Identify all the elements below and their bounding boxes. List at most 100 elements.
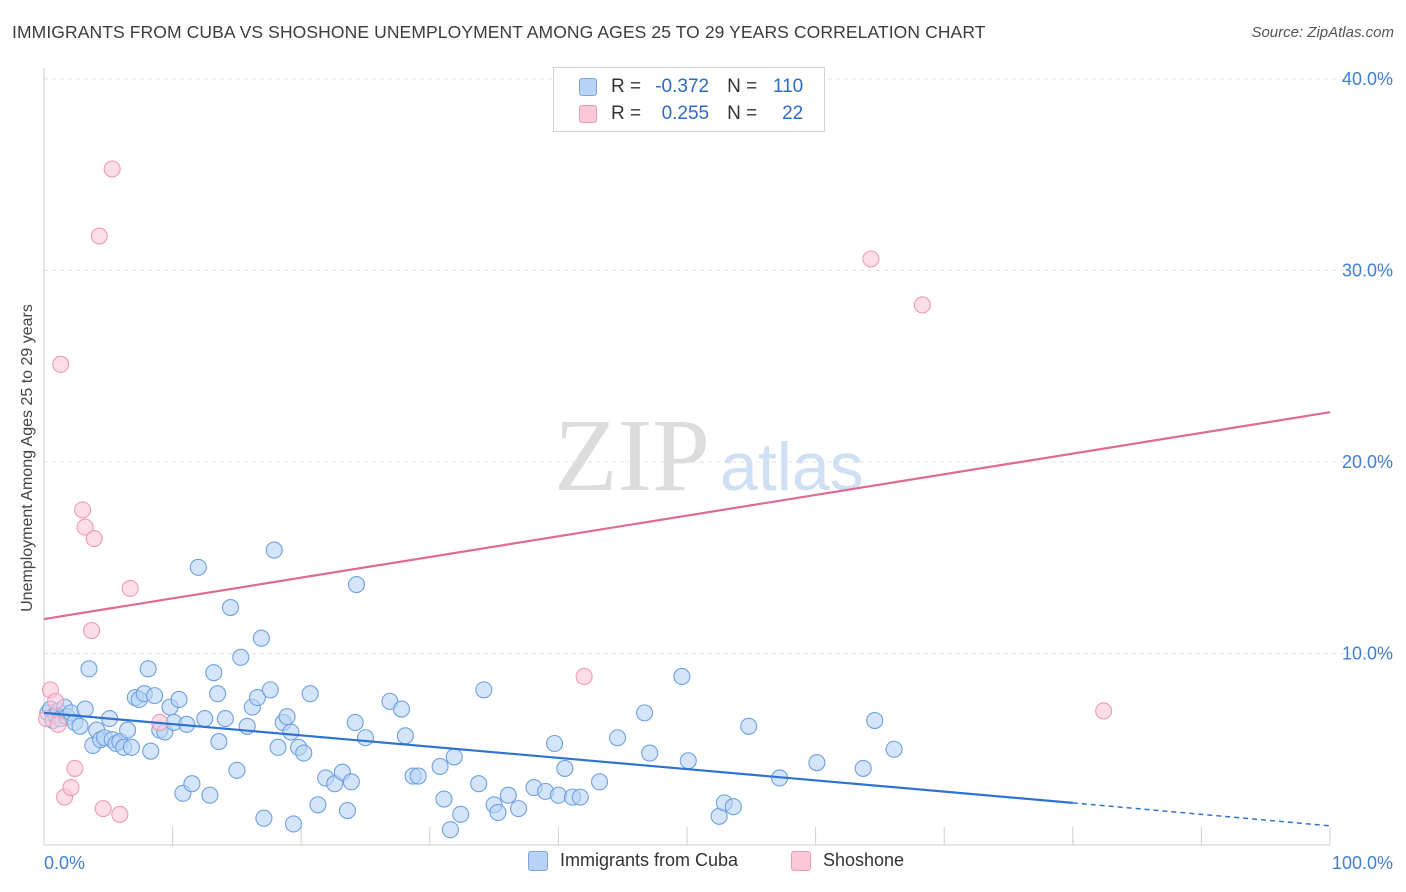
source-label: Source: ZipAtlas.com (1251, 24, 1394, 41)
data-point-shoshone (76, 518, 94, 536)
data-point-cuba (636, 704, 654, 722)
data-point-cuba (431, 757, 449, 776)
legend-label-shoshone: Shoshone (823, 850, 905, 870)
data-point-shoshone (575, 667, 593, 686)
data-point-cuba (142, 742, 160, 760)
data-point-cuba (119, 721, 137, 739)
data-point-cuba (452, 805, 470, 823)
legend-label-cuba: Immigrants from Cuba (560, 850, 739, 870)
legend-row-cuba: R = -0.372 N = 110 (579, 74, 803, 100)
data-point-cuba (309, 796, 327, 814)
data-point-cuba (139, 660, 157, 678)
data-point-cuba (641, 744, 659, 762)
data-point-cuba (342, 773, 360, 791)
data-point-cuba (301, 685, 319, 703)
x-tick-label: 0.0% (44, 853, 85, 873)
data-point-cuba (854, 759, 872, 777)
legend-item-cuba[interactable]: Immigrants from Cuba (528, 850, 738, 871)
data-point-cuba (556, 759, 574, 777)
legend-n-label: N = (727, 76, 758, 97)
legend-r-value: 0.255 (661, 103, 710, 124)
data-point-cuba (441, 821, 459, 839)
data-point-shoshone (862, 250, 880, 268)
tick-labels: 10.0% 20.0% 30.0% 40.0% 0.0% 100.0% (44, 69, 1393, 873)
legend-item-shoshone[interactable]: Shoshone (791, 850, 904, 871)
data-point-cuba (252, 629, 270, 647)
data-point-cuba (146, 687, 164, 705)
data-point-cuba (196, 710, 214, 728)
y-tick-label: 20.0% (1342, 452, 1393, 472)
data-point-cuba (189, 558, 207, 576)
data-point-cuba (409, 767, 427, 785)
data-point-cuba (170, 690, 188, 709)
data-point-cuba (545, 734, 564, 753)
legend-swatch-pink (791, 850, 811, 871)
trend-line-cuba (43, 711, 1073, 804)
data-point-cuba (740, 717, 758, 735)
y-tick-label: 40.0% (1342, 69, 1393, 89)
watermark-atlas: atlas (720, 429, 864, 505)
data-point-cuba (445, 748, 463, 766)
watermark: ZIP atlas (554, 398, 864, 513)
chart-title: IMMIGRANTS FROM CUBA VS SHOSHONE UNEMPLO… (12, 22, 986, 42)
data-point-cuba (470, 775, 488, 793)
data-point-cuba (866, 711, 884, 730)
data-point-cuba (205, 664, 223, 682)
data-point-shoshone (66, 759, 84, 777)
data-point-shoshone (913, 296, 931, 314)
data-point-shoshone (52, 355, 70, 373)
data-point-cuba (255, 809, 273, 827)
data-point-cuba (396, 727, 414, 745)
data-point-cuba (609, 729, 627, 747)
series-legend: Immigrants from Cuba Shoshone (0, 850, 1406, 880)
series-immigrants-from-cuba (39, 541, 903, 839)
data-point-cuba (347, 576, 366, 594)
data-point-shoshone (62, 778, 80, 797)
legend-n-label: N = (727, 103, 758, 124)
data-point-cuba (435, 790, 453, 808)
legend-r-label: R = (611, 76, 642, 97)
y-tick-label: 30.0% (1342, 261, 1393, 281)
data-point-cuba (261, 681, 279, 699)
trend-line-cuba-extension (1072, 802, 1331, 827)
data-point-cuba (71, 717, 89, 735)
data-point-cuba (228, 761, 246, 779)
data-point-cuba (265, 541, 283, 559)
data-point-cuba (221, 598, 240, 617)
data-point-cuba (392, 700, 411, 718)
data-point-cuba (338, 801, 357, 820)
y-tick-label: 10.0% (1342, 644, 1393, 664)
data-point-cuba (679, 752, 697, 770)
legend-swatch-blue (579, 78, 597, 96)
data-point-shoshone (94, 800, 112, 818)
data-point-shoshone (49, 715, 67, 733)
legend-row-shoshone: R = 0.255 N = 22 (579, 101, 803, 127)
data-point-cuba (724, 798, 742, 816)
data-point-cuba (232, 648, 250, 666)
data-point-shoshone (111, 805, 129, 823)
data-point-cuba (489, 803, 507, 821)
data-point-cuba (549, 786, 567, 804)
data-point-shoshone (83, 621, 101, 640)
data-point-cuba (356, 729, 375, 747)
data-point-cuba (885, 740, 903, 758)
data-point-cuba (499, 786, 517, 804)
watermark-zip: ZIP (554, 398, 710, 513)
data-point-cuba (269, 738, 287, 756)
data-point-cuba (282, 723, 300, 741)
data-point-cuba (591, 773, 609, 791)
legend-n-value: 22 (782, 103, 804, 124)
data-point-cuba (201, 786, 219, 804)
data-point-shoshone (85, 530, 103, 548)
grid (44, 78, 1390, 654)
data-point-cuba (248, 688, 267, 707)
correlation-legend: R = -0.372 N = 110 R = 0.255 N = 22 (553, 67, 825, 132)
data-point-cuba (571, 788, 589, 806)
data-point-cuba (122, 738, 140, 756)
x-tick-label: 100.0% (1332, 853, 1393, 873)
data-point-cuba (475, 681, 493, 699)
trend-line-shoshone (43, 411, 1331, 621)
data-point-shoshone (47, 692, 65, 710)
data-point-shoshone (74, 501, 92, 519)
